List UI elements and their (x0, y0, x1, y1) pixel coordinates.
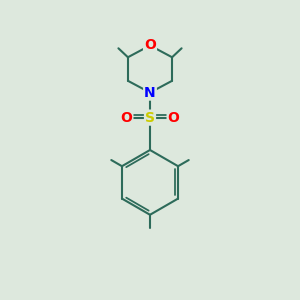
Text: O: O (121, 111, 132, 124)
Text: O: O (144, 38, 156, 52)
Text: O: O (168, 111, 179, 124)
Text: S: S (145, 111, 155, 124)
Text: N: N (144, 85, 156, 100)
